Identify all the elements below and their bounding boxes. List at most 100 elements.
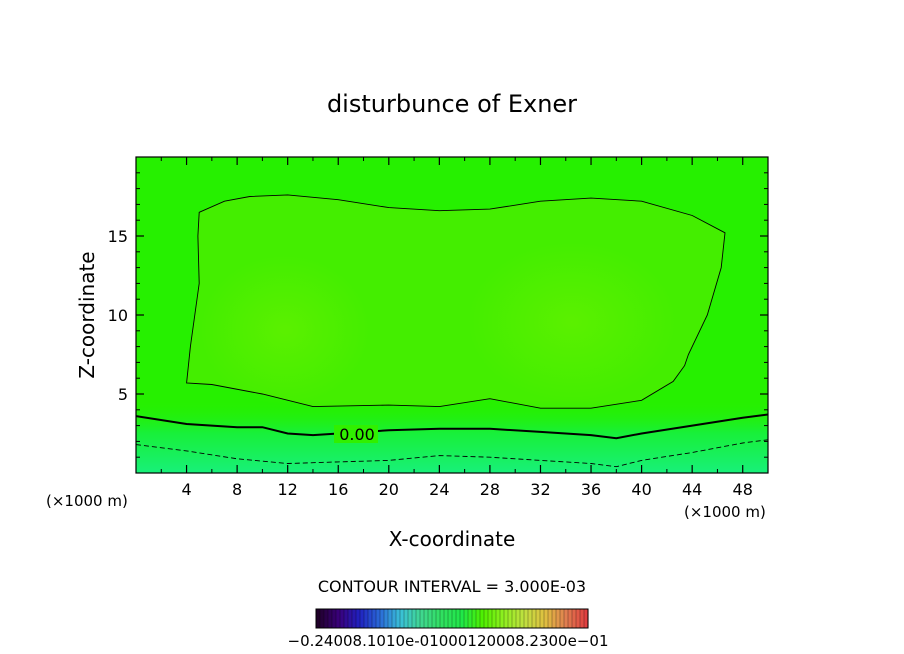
x-tick-label: 16 bbox=[328, 480, 348, 499]
colorbar-frame bbox=[315, 608, 589, 629]
colorbar-cell bbox=[459, 608, 465, 629]
bottom-fill-region bbox=[136, 400, 768, 473]
x-axis: 4 8 12 16 20 24 28 32 36 40 44 48 bbox=[160, 157, 753, 499]
contour-label-bg bbox=[334, 425, 378, 443]
contour-line-positive bbox=[186, 194, 726, 409]
colorbar-cell bbox=[351, 608, 357, 629]
contour-line-0.00 bbox=[136, 413, 768, 440]
colorbar-cell bbox=[527, 608, 533, 629]
colorbar-cell bbox=[543, 608, 549, 629]
colorbar-cell bbox=[315, 608, 321, 629]
colorbar-cell bbox=[319, 608, 325, 629]
x-tick-label: 12 bbox=[278, 480, 298, 499]
colorbar-cell bbox=[555, 608, 561, 629]
colorbar-cell bbox=[327, 608, 333, 629]
colorbar-cell bbox=[379, 608, 385, 629]
colorbar-cell bbox=[323, 608, 329, 629]
colorbar-cell bbox=[523, 608, 529, 629]
colorbar-cell bbox=[403, 608, 409, 629]
colorbar-cell bbox=[575, 608, 581, 629]
x-tick-label: 48 bbox=[733, 480, 753, 499]
y-tick-label: 5 bbox=[118, 385, 128, 404]
contour-line-negative bbox=[136, 439, 768, 468]
colorbar-cell bbox=[431, 608, 437, 629]
colorbar-cell bbox=[515, 608, 521, 629]
x-tick-label: 32 bbox=[530, 480, 550, 499]
colorbar-cell bbox=[531, 608, 537, 629]
colorbar-cell bbox=[423, 608, 429, 629]
colorbar-cell bbox=[387, 608, 393, 629]
colorbar-cell bbox=[395, 608, 401, 629]
colorbar-cell bbox=[519, 608, 525, 629]
colorbar-cell bbox=[579, 608, 585, 629]
colorbar-cell bbox=[467, 608, 473, 629]
colorbar-cell bbox=[355, 608, 361, 629]
colorbar bbox=[315, 608, 589, 629]
colorbar-cell bbox=[471, 608, 477, 629]
colorbar-cell bbox=[559, 608, 565, 629]
z-unit-label: (×1000 m) bbox=[46, 492, 128, 510]
x-axis-title: X-coordinate bbox=[389, 527, 516, 551]
chart-title: disturbunce of Exner bbox=[327, 90, 577, 118]
colorbar-cell bbox=[507, 608, 513, 629]
x-tick-label: 4 bbox=[181, 480, 191, 499]
colorbar-cell bbox=[375, 608, 381, 629]
contour-label: 0.00 bbox=[339, 425, 375, 444]
core-fill-right bbox=[467, 242, 677, 402]
y-tick-label: 10 bbox=[108, 306, 128, 325]
colorbar-cell bbox=[443, 608, 449, 629]
x-tick-label: 24 bbox=[429, 480, 449, 499]
colorbar-cell bbox=[451, 608, 457, 629]
colorbar-labels: −0.24008.1010e-01000120008.2300e−01 bbox=[288, 632, 609, 650]
colorbar-cell bbox=[411, 608, 417, 629]
colorbar-cell bbox=[359, 608, 365, 629]
colorbar-cell bbox=[391, 608, 397, 629]
colorbar-cell bbox=[455, 608, 461, 629]
colorbar-cell bbox=[363, 608, 369, 629]
colorbar-cell bbox=[491, 608, 497, 629]
colorbar-cell bbox=[463, 608, 469, 629]
x-tick-label: 28 bbox=[480, 480, 500, 499]
colorbar-cell bbox=[419, 608, 425, 629]
colorbar-cell bbox=[547, 608, 553, 629]
x-tick-label: 20 bbox=[379, 480, 399, 499]
colorbar-cell bbox=[535, 608, 541, 629]
colorbar-cell bbox=[347, 608, 353, 629]
contour-interval-text: CONTOUR INTERVAL = 3.000E-03 bbox=[318, 577, 586, 596]
y-axis-title: Z-coordinate bbox=[75, 251, 99, 378]
colorbar-cell bbox=[427, 608, 433, 629]
colorbar-cell bbox=[371, 608, 377, 629]
plot-fill bbox=[136, 157, 768, 473]
colorbar-cell bbox=[415, 608, 421, 629]
colorbar-cell bbox=[331, 608, 337, 629]
core-fill-left bbox=[200, 255, 370, 405]
contour-lines bbox=[136, 194, 768, 468]
colorbar-cell bbox=[487, 608, 493, 629]
colorbar-cell bbox=[511, 608, 517, 629]
colorbar-cell bbox=[407, 608, 413, 629]
colorbar-cell bbox=[563, 608, 569, 629]
colorbar-cell bbox=[367, 608, 373, 629]
colorbar-cell bbox=[435, 608, 441, 629]
y-axis: 5 10 15 bbox=[108, 172, 768, 458]
x-tick-label: 36 bbox=[581, 480, 601, 499]
colorbar-cell bbox=[383, 608, 389, 629]
colorbar-cell bbox=[439, 608, 445, 629]
colorbar-cell bbox=[343, 608, 349, 629]
colorbar-cell bbox=[495, 608, 501, 629]
x-unit-label: (×1000 m) bbox=[684, 503, 766, 521]
colorbar-cell bbox=[335, 608, 341, 629]
colorbar-cell bbox=[339, 608, 345, 629]
colorbar-cell bbox=[499, 608, 505, 629]
colorbar-cell bbox=[447, 608, 453, 629]
y-tick-label: 15 bbox=[108, 227, 128, 246]
x-tick-label: 44 bbox=[682, 480, 702, 499]
x-tick-label: 8 bbox=[232, 480, 242, 499]
colorbar-cell bbox=[539, 608, 545, 629]
x-tick-label: 40 bbox=[631, 480, 651, 499]
colorbar-cell bbox=[479, 608, 485, 629]
colorbar-cell bbox=[571, 608, 577, 629]
colorbar-cell bbox=[483, 608, 489, 629]
colorbar-cell bbox=[551, 608, 557, 629]
